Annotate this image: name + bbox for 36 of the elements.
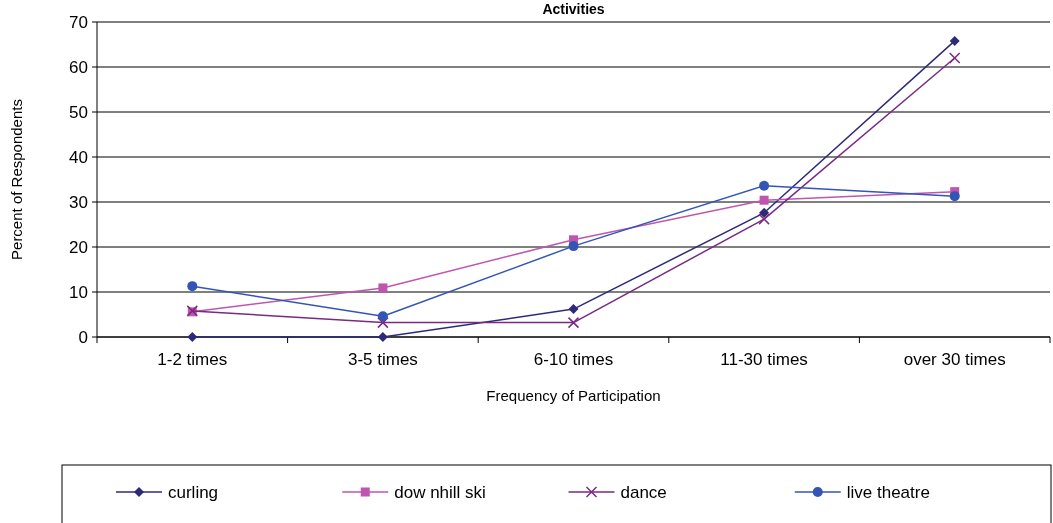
x-tick-label: 11-30 times	[720, 349, 808, 369]
y-tick-label: 40	[69, 147, 88, 167]
point	[759, 207, 770, 218]
x-tick-label: over 30 times	[903, 349, 1006, 369]
point	[378, 283, 388, 293]
y-tick-label: 30	[69, 192, 88, 212]
y-tick-label: 10	[69, 282, 88, 302]
point	[568, 241, 579, 252]
y-tick-label: 20	[69, 237, 88, 257]
point	[567, 316, 580, 329]
point	[949, 191, 960, 202]
x-tick-label: 3-5 times	[347, 349, 418, 369]
legend-label: dow nhill ski	[394, 482, 486, 502]
point	[377, 316, 389, 329]
y-tick-label: 50	[69, 102, 88, 122]
point	[187, 332, 198, 342]
x-axis-title: Frequency of Participation	[486, 387, 661, 404]
x-tick-label: 1-2 times	[157, 349, 228, 369]
point	[758, 213, 770, 225]
point	[568, 304, 579, 315]
point	[759, 180, 770, 191]
legend-label: dance	[620, 482, 667, 502]
point	[187, 281, 198, 292]
point	[377, 332, 388, 342]
point	[949, 35, 960, 46]
chart-title: Activities	[542, 1, 605, 17]
y-tick-label: 60	[69, 57, 88, 77]
y-tick-label: 70	[69, 12, 88, 32]
legend-label: curling	[168, 482, 219, 502]
y-tick-label: 0	[78, 327, 88, 347]
y-axis-title: Percent of Respondents	[8, 99, 25, 260]
legend-label: live theatre	[846, 482, 930, 502]
point	[948, 52, 961, 64]
point	[377, 311, 388, 322]
x-tick-label: 6-10 times	[533, 349, 614, 369]
point	[759, 195, 769, 205]
